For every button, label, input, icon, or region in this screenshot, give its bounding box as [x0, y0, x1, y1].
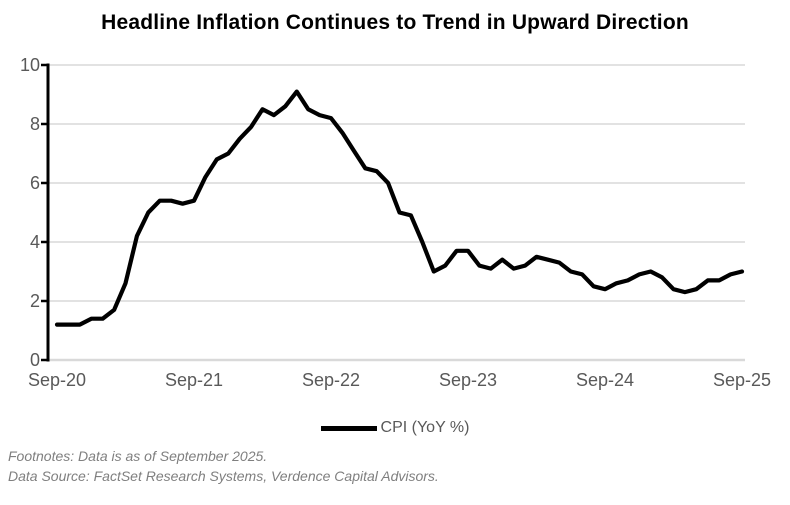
x-tick-label-sep-20: Sep-20 [27, 370, 87, 390]
y-tick-label-4: 4 [29, 232, 40, 252]
x-tick-label-sep-23: Sep-23 [438, 370, 498, 390]
chart-title: Headline Inflation Continues to Trend in… [101, 11, 689, 34]
x-tick-label-sep-24: Sep-24 [575, 370, 635, 390]
x-tick-label-sep-25: Sep-25 [712, 370, 772, 390]
footnote-line-2: Data Source: FactSet Research Systems, V… [8, 468, 439, 484]
chart-legend: CPI (YoY %) [0, 419, 790, 437]
y-tick-label-6: 6 [29, 173, 40, 193]
y-tick-label-2: 2 [29, 291, 40, 311]
x-tick-label-sep-21: Sep-21 [164, 370, 224, 390]
y-tick-label-0: 0 [29, 350, 40, 370]
footnotes-block: Footnotes: Data is as of September 2025.… [8, 446, 439, 486]
legend-label: CPI (YoY %) [380, 419, 470, 436]
footnote-line-1: Footnotes: Data is as of September 2025. [8, 448, 268, 464]
y-tick-label-8: 8 [29, 114, 40, 134]
legend-line-swatch [320, 425, 377, 431]
cpi-line-series [54, 89, 745, 327]
y-tick-label-10: 10 [19, 55, 40, 75]
x-tick-label-sep-22: Sep-22 [301, 370, 361, 390]
